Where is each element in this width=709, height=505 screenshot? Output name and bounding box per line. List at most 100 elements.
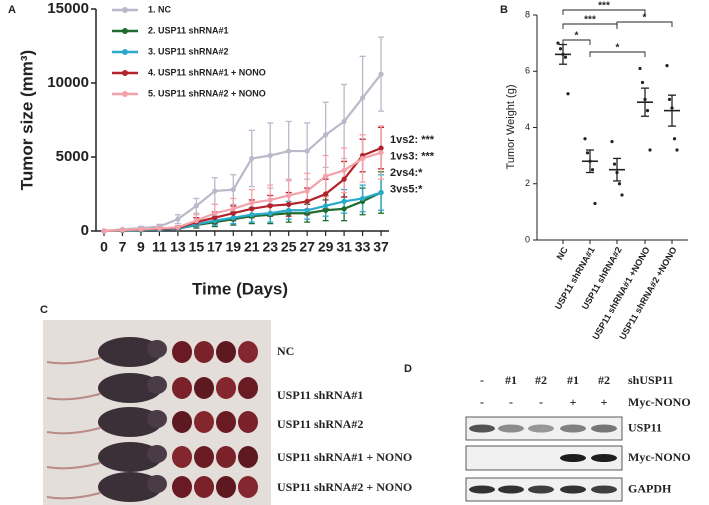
tumor [172,411,192,433]
lane-label: #2 [535,373,547,387]
data-point [193,203,199,209]
tumor [172,377,192,399]
data-point [156,225,163,231]
x-tick-label: 29 [318,239,334,255]
tumor [238,377,258,399]
data-point [583,137,587,141]
x-tick-label: 37 [373,239,389,255]
data-point [323,207,329,213]
x-tick-label: 21 [244,239,260,255]
x-tick-label: 0 [100,239,108,255]
photo-label: USP11 shRNA#2 + NONO [277,480,412,494]
x-tick-label: 19 [226,239,242,255]
data-point [667,97,672,101]
blot-band [528,485,554,494]
lane-label: - [480,395,484,409]
x-tick-label: 23 [262,239,278,255]
lane-label: - [480,373,484,387]
data-point [304,188,310,194]
mouse-head [147,475,167,493]
mouse-tail [46,492,101,500]
x-tick-label: 15 [189,239,205,255]
band-label: GAPDH [628,481,672,495]
data-point [230,206,236,212]
mouse-body [98,407,162,437]
data-point [212,215,218,221]
row-label: shUSP11 [628,373,673,387]
data-point [341,206,347,212]
lane-label: + [601,395,608,409]
blot-band [591,454,617,462]
data-point [249,212,255,218]
y-axis-title: Tumor size (mm³) [17,50,36,190]
mouse-tail [46,393,101,401]
mouse-tail [46,427,101,435]
band-label: USP11 [628,420,662,434]
data-point [304,148,310,154]
blot-band [469,485,495,494]
data-point [323,203,329,209]
data-point [304,198,310,204]
data-point [645,109,650,113]
tumor [238,476,258,498]
series-line [103,151,382,233]
x-tick-label: 31 [336,239,352,255]
tumor [238,446,258,468]
data-point [267,152,273,159]
blot-band [560,454,586,462]
mouse-head [147,376,167,394]
data-point [267,210,273,216]
data-point [556,41,560,45]
data-point [286,148,292,154]
significance-bracket [616,21,673,27]
significance-label: * [575,31,579,42]
y-tick-label: 15000 [47,0,89,17]
data-point [119,227,126,233]
significance-label: *** [598,1,610,12]
data-point [101,228,107,234]
lane-label: - [509,395,513,409]
significance-label: * [616,43,620,54]
y-tick-label: 4 [525,122,530,132]
panel-label: B [500,4,508,16]
blot-band [469,424,495,433]
panel-label: A [8,4,16,16]
data-point [230,215,236,221]
annotation: 2vs4:* [390,167,423,179]
annotation: 1vs3: *** [390,150,435,162]
data-point [286,192,292,199]
y-tick-label: 6 [525,66,530,76]
mouse-body [98,442,162,472]
significance-bracket [589,51,646,57]
data-point [249,155,255,162]
mouse-head [147,410,167,428]
legend-marker [122,7,128,13]
data-point [323,191,329,197]
legend-label: 1. NC [148,4,172,14]
legend-marker [122,91,128,97]
significance-label: *** [584,15,596,26]
photo-label: USP11 shRNA#1 + NONO [277,450,412,464]
mouse-tail [46,462,101,470]
x-tick-label: NC [555,245,570,262]
data-point [323,173,329,179]
panel-label: C [40,304,48,316]
data-point [566,92,570,96]
lane-label: #1 [505,373,517,387]
data-point [638,66,642,71]
significance-bracket [562,39,591,45]
data-point [138,226,144,232]
blot-band [560,424,586,433]
data-point [378,71,384,77]
data-point [341,118,347,125]
legend-marker [122,70,128,76]
y-tick-label: 0 [81,222,89,239]
data-point [341,198,347,204]
tumor [238,411,258,433]
data-point [193,218,199,224]
y-axis-title: Tumor Weight (g) [505,85,517,170]
tumor [172,341,192,363]
data-point [175,224,181,230]
data-point [593,201,597,206]
tumor [216,446,236,468]
